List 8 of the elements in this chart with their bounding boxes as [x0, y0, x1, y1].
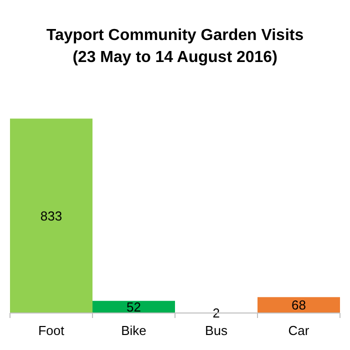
data-label: 68	[292, 298, 306, 313]
x-tick-label: Bike	[121, 323, 146, 338]
chart-title: Tayport Community Garden Visits (23 May to 14 August 2016)	[46, 27, 304, 66]
data-label: 52	[126, 299, 141, 314]
data-label: 833	[40, 208, 62, 224]
x-tick-label: Car	[288, 323, 310, 338]
x-tick-label: Bus	[205, 323, 228, 338]
x-tick-label: Foot	[38, 323, 65, 338]
